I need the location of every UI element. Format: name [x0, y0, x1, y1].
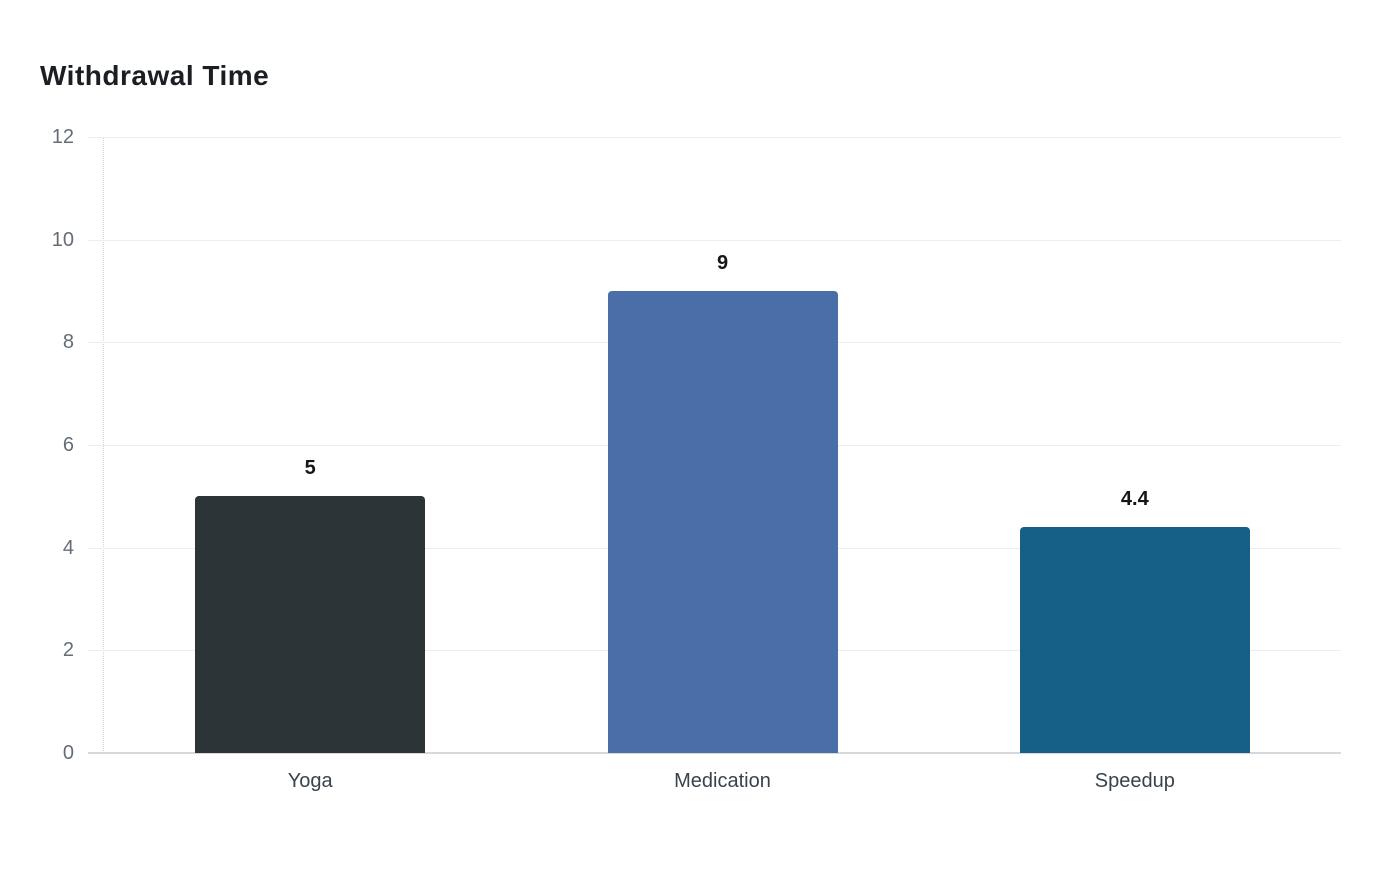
gridline-y12 [88, 137, 1341, 138]
y-tick-label: 8 [62, 331, 74, 354]
bar-value-label: 4.4 [1120, 488, 1149, 511]
bar-value-label: 5 [304, 457, 316, 480]
plot-area: 0 2 4 6 8 10 12 5 9 4.4 Yoga Medication Speedup [52, 126, 1341, 792]
y-tick-label: 12 [51, 126, 74, 148]
x-tick-label-yoga: Yoga [287, 770, 333, 792]
gridline-y0 [88, 752, 1341, 754]
y-tick-label: 2 [62, 639, 74, 662]
y-tick-label: 0 [62, 742, 74, 764]
x-tick-label-speedup: Speedup [1094, 770, 1175, 792]
y-tick-label: 6 [62, 434, 74, 456]
gridline-y10 [88, 239, 1341, 241]
bar-yoga[interactable] [195, 496, 426, 753]
bar-value-label: 9 [716, 252, 729, 274]
x-tick-label-medication: Medication [674, 770, 771, 792]
bar-speedup[interactable] [1019, 527, 1250, 753]
bar-medication[interactable] [607, 291, 838, 753]
chart-title: Withdrawal Time [40, 60, 270, 91]
y-tick-label: 10 [51, 228, 74, 251]
y-tick-label: 4 [62, 536, 74, 559]
